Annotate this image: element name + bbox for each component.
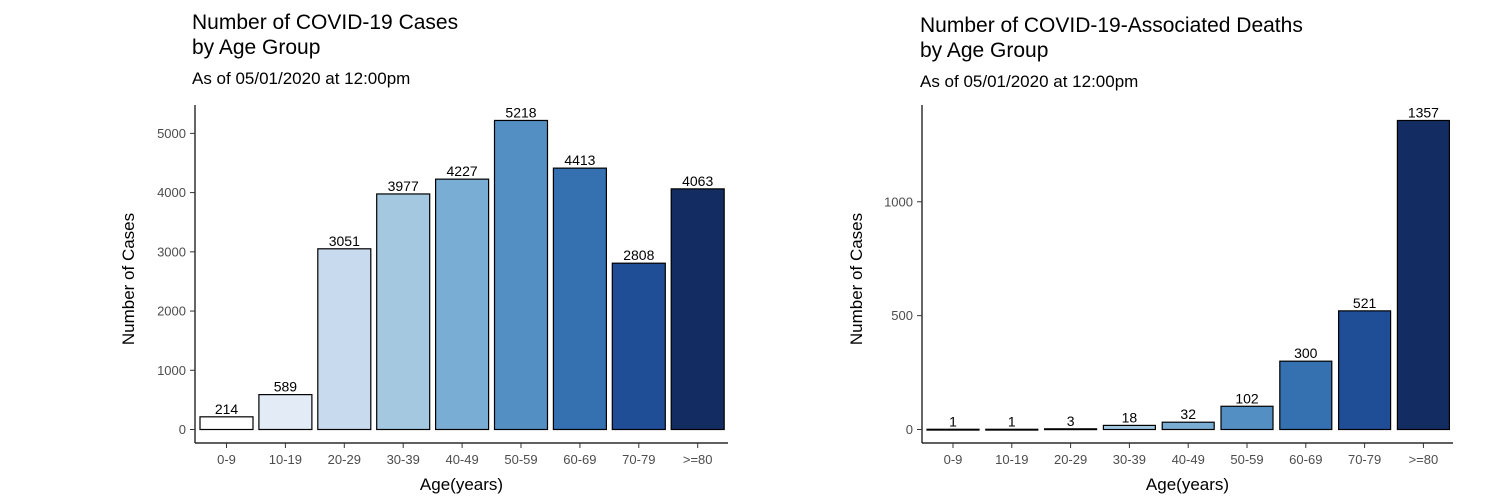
data-label: 1 xyxy=(949,413,957,429)
bar-0-9 xyxy=(926,428,980,431)
data-label: 3 xyxy=(1067,413,1075,429)
data-label: 102 xyxy=(1235,390,1259,406)
data-label: 521 xyxy=(1353,295,1377,311)
bar--80 xyxy=(670,188,725,431)
bar-chart-cases: 0 1000 2000 3000 4000 5000 0-9 214 10-19 589 20-29… xyxy=(119,104,728,494)
y-tick-label: 500 xyxy=(891,308,913,323)
data-label: 4063 xyxy=(682,173,713,189)
bar-60-69 xyxy=(1279,360,1333,431)
chart-title-line2: by Age Group xyxy=(920,39,1049,62)
data-label: 2808 xyxy=(623,247,654,263)
chart-title-line1: Number of COVID-19 Cases xyxy=(192,11,459,34)
x-tick-label: 60-69 xyxy=(563,452,596,467)
x-tick-label: 30-39 xyxy=(387,452,420,467)
bar-40-49 xyxy=(1161,421,1215,431)
bar-70-79 xyxy=(1337,310,1392,431)
y-tick-label: 1000 xyxy=(157,363,186,378)
data-label: 1357 xyxy=(1408,104,1439,120)
chart-title-line2: by Age Group xyxy=(192,36,321,59)
bar-60-69 xyxy=(552,167,608,431)
x-axis-title: Age(years) xyxy=(1146,475,1229,494)
bar-chart-deaths: 0 500 1000 0-9 1 10-19 1 20-29 3 30-39 18 40-49 32 50… xyxy=(847,104,1453,494)
x-tick-label: 0-9 xyxy=(217,452,236,467)
x-tick-label: 70-79 xyxy=(622,452,655,467)
bar-30-39 xyxy=(1102,424,1156,431)
x-tick-label: 70-79 xyxy=(1348,452,1381,467)
x-tick-label: 0-9 xyxy=(944,452,963,467)
data-label: 589 xyxy=(274,379,298,395)
bar--80 xyxy=(1396,119,1451,431)
chart-title-line1: Number of COVID-19-Associated Deaths xyxy=(920,14,1303,37)
data-label: 3977 xyxy=(388,178,419,194)
x-tick-label: >=80 xyxy=(683,452,713,467)
x-axis-title: Age(years) xyxy=(420,475,503,494)
bar-70-79 xyxy=(611,262,666,431)
data-label: 4227 xyxy=(447,163,478,179)
x-tick-label: 30-39 xyxy=(1113,452,1146,467)
y-tick-label: 0 xyxy=(906,422,913,437)
y-tick-label: 0 xyxy=(179,422,186,437)
x-tick-label: 10-19 xyxy=(269,452,302,467)
bar-20-29 xyxy=(1044,428,1098,431)
bar-10-19 xyxy=(258,394,313,431)
bar-30-39 xyxy=(376,193,431,431)
data-label: 1 xyxy=(1008,413,1016,429)
y-axis-title: Number of Cases xyxy=(119,213,138,345)
data-label: 5218 xyxy=(505,104,536,120)
x-tick-label: 40-49 xyxy=(445,452,478,467)
bar-50-59 xyxy=(1220,405,1274,431)
chart-panel-deaths: Number of COVID-19-Associated Deaths by … xyxy=(750,0,1500,500)
x-tick-label: 50-59 xyxy=(504,452,537,467)
y-tick-label: 1000 xyxy=(884,194,913,209)
x-tick-label: 20-29 xyxy=(328,452,361,467)
bar-20-29 xyxy=(317,248,372,431)
x-tick-label: >=80 xyxy=(1409,452,1439,467)
y-tick-label: 2000 xyxy=(157,304,186,319)
chart-panel-cases: Number of COVID-19 Cases by Age Group As… xyxy=(119,11,728,494)
x-tick-label: 60-69 xyxy=(1289,452,1322,467)
data-label: 18 xyxy=(1122,409,1138,425)
x-tick-label: 10-19 xyxy=(995,452,1028,467)
y-tick-label: 3000 xyxy=(157,244,186,259)
chart-subtitle: As of 05/01/2020 at 12:00pm xyxy=(920,72,1139,91)
x-tick-label: 40-49 xyxy=(1172,452,1205,467)
data-label: 214 xyxy=(215,401,239,417)
y-axis-title: Number of Cases xyxy=(847,213,866,345)
bar-0-9 xyxy=(199,416,254,431)
bar-10-19 xyxy=(985,428,1039,431)
data-label: 3051 xyxy=(329,233,360,249)
chart-subtitle: As of 05/01/2020 at 12:00pm xyxy=(192,69,411,88)
data-label: 32 xyxy=(1180,406,1196,422)
bar-40-49 xyxy=(435,178,490,431)
data-label: 4413 xyxy=(564,152,595,168)
x-tick-label: 50-59 xyxy=(1230,452,1263,467)
x-tick-label: 20-29 xyxy=(1054,452,1087,467)
data-label: 300 xyxy=(1294,345,1318,361)
bar-50-59 xyxy=(493,119,549,431)
y-tick-label: 4000 xyxy=(157,185,186,200)
y-tick-label: 5000 xyxy=(157,126,186,141)
